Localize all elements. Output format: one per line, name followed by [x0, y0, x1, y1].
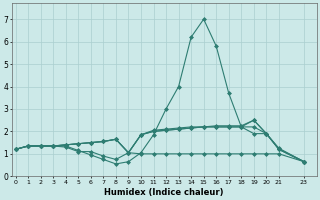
X-axis label: Humidex (Indice chaleur): Humidex (Indice chaleur): [104, 188, 224, 197]
